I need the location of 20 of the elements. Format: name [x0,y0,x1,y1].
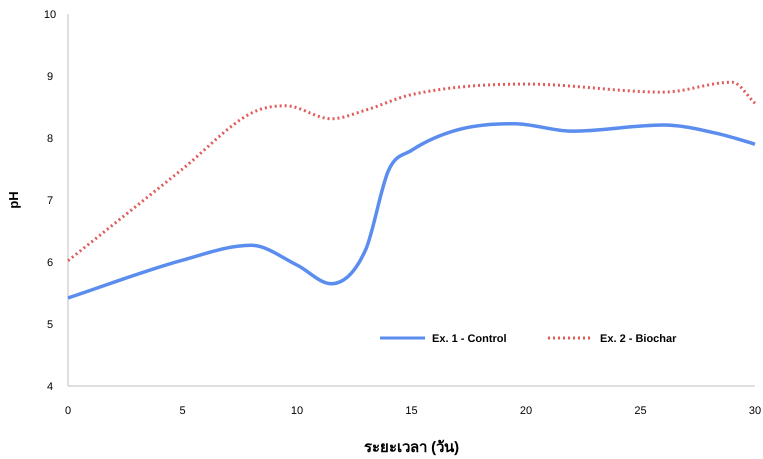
x-tick-label: 0 [64,405,72,417]
y-tick-label: 8 [46,133,54,145]
y-tick-label: 9 [46,71,54,83]
x-tick-label: 25 [634,405,647,417]
y-axis-title: pH [6,191,21,209]
y-tick-label: 5 [46,319,54,331]
y-tick-label: 7 [46,195,54,207]
x-tick-label: 15 [405,405,418,417]
y-tick-label: 4 [46,381,54,393]
line-series [66,80,756,262]
y-tick-label: 6 [46,257,54,269]
x-tick-label: 30 [748,405,762,417]
line-series [66,122,757,300]
legend-label: Ex. 2 - Biochar [600,333,678,345]
legend-label: Ex. 1 - Control [432,333,507,345]
x-tick-label: 10 [290,405,304,417]
x-tick-label: 20 [520,405,532,417]
y-tick-label: 10 [44,9,56,21]
x-axis-title: ระยะเวลา (วัน) [364,439,460,456]
x-tick-label: 5 [179,405,186,417]
